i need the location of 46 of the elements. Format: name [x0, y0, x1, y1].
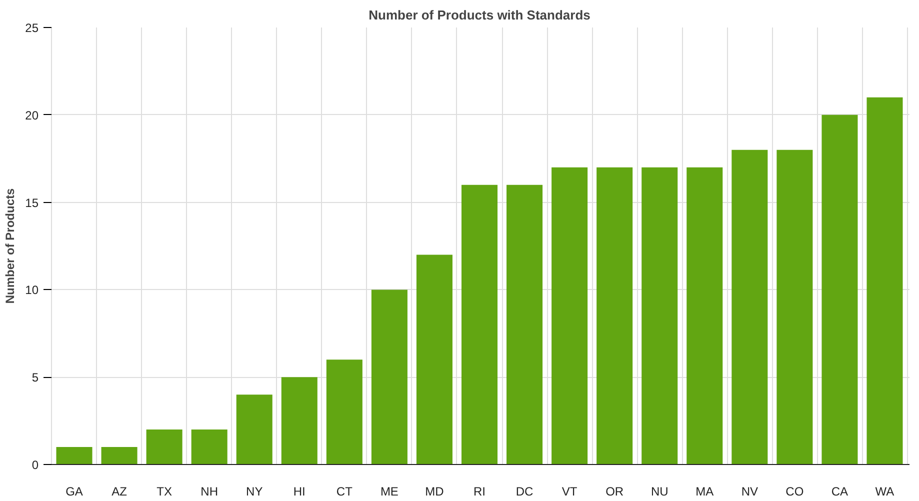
bar: [416, 254, 452, 464]
y-tick-label: 10: [25, 283, 39, 298]
bar: [56, 447, 92, 464]
x-tick-label: NY: [246, 484, 263, 498]
bar: [866, 97, 903, 464]
bar: [371, 290, 408, 464]
y-axis-title: Number of Products: [3, 188, 18, 304]
bar: [461, 184, 498, 464]
y-tick-label: 5: [32, 370, 39, 385]
x-tick-label: RI: [474, 484, 486, 498]
x-tick-label: NV: [741, 484, 758, 498]
bar: [596, 167, 633, 464]
x-tick-label: OR: [606, 484, 624, 498]
x-tick-label: CA: [831, 484, 848, 498]
bar: [642, 167, 678, 464]
x-tick-label: HI: [293, 484, 306, 498]
bar: [281, 377, 318, 464]
x-tick-label: WA: [875, 484, 894, 498]
x-tick-label: DC: [516, 484, 534, 498]
bar: [776, 150, 813, 464]
x-tick-label: NU: [650, 484, 668, 498]
bar: [822, 114, 858, 464]
bar: [686, 167, 723, 464]
bar: [146, 430, 182, 464]
bar: [101, 447, 138, 464]
x-tick-label: CO: [786, 484, 804, 498]
bar: [191, 430, 228, 464]
y-tick-label: 20: [25, 108, 39, 122]
x-tick-label: AZ: [112, 484, 127, 498]
y-tick-label: 0: [32, 458, 39, 472]
x-tick-label: CT: [336, 484, 354, 498]
bar: [552, 167, 588, 464]
bar: [506, 184, 543, 464]
chart-title: Number of Products with Standards: [368, 8, 590, 22]
x-tick-label: GA: [66, 484, 83, 498]
y-tick-label: 25: [25, 21, 39, 35]
x-tick-label: MA: [696, 484, 714, 498]
x-tick-label: TX: [156, 484, 172, 498]
bar: [236, 394, 272, 464]
x-tick-label: MD: [425, 484, 444, 498]
x-tick-label: NH: [200, 484, 218, 498]
x-tick-label: ME: [380, 484, 398, 498]
bar: [326, 360, 362, 464]
bar: [732, 150, 768, 464]
x-tick-label: VT: [562, 484, 578, 498]
y-tick-label: 15: [25, 196, 39, 210]
